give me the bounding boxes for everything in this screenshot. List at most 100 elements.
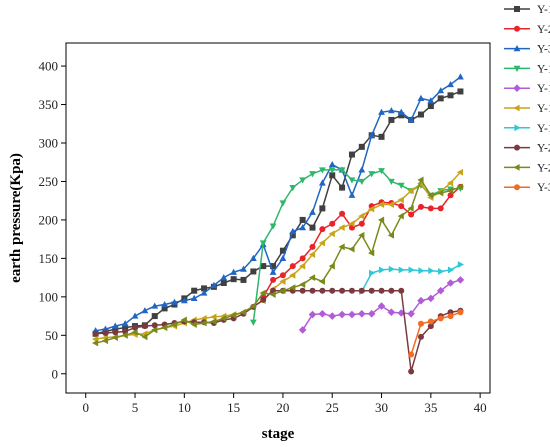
legend-marker-y14 bbox=[513, 84, 521, 92]
series-layer bbox=[91, 73, 465, 375]
data-point-y17 bbox=[457, 261, 465, 268]
data-point-y16 bbox=[358, 212, 365, 220]
data-point-y23 bbox=[446, 187, 454, 195]
data-point-y32 bbox=[408, 351, 415, 358]
data-point-y23 bbox=[299, 281, 306, 288]
legend-marker-y3 bbox=[513, 45, 521, 52]
data-point-y1 bbox=[151, 313, 158, 320]
data-point-y23 bbox=[151, 326, 158, 334]
data-point-y3 bbox=[397, 108, 405, 115]
legend-marker-y32 bbox=[514, 184, 520, 191]
data-point-y16 bbox=[210, 313, 217, 321]
data-point-y16 bbox=[338, 224, 345, 232]
legend-label-y20: Y-20 bbox=[537, 143, 550, 155]
data-point-y10 bbox=[279, 200, 287, 207]
data-point-y14 bbox=[407, 309, 415, 318]
data-point-y3 bbox=[151, 302, 159, 309]
data-point-y17 bbox=[369, 269, 376, 277]
data-point-y16 bbox=[289, 271, 296, 279]
data-point-y23 bbox=[427, 191, 434, 199]
data-point-y16 bbox=[299, 262, 306, 270]
legend-item-y23: Y-23 bbox=[504, 162, 550, 174]
legend-marker-y20 bbox=[514, 144, 520, 151]
data-point-y1 bbox=[388, 116, 395, 123]
data-point-y1 bbox=[289, 232, 296, 239]
data-point-y10 bbox=[249, 319, 257, 326]
data-point-y23 bbox=[368, 249, 375, 257]
x-tick-label: 40 bbox=[474, 400, 487, 415]
series-y2 bbox=[260, 183, 464, 300]
y-tick-label: 400 bbox=[39, 59, 59, 74]
data-point-y17 bbox=[438, 268, 445, 275]
x-tick-label: 30 bbox=[375, 400, 388, 415]
data-point-y23 bbox=[259, 289, 266, 297]
data-point-y23 bbox=[397, 212, 404, 220]
x-tick-label: 5 bbox=[132, 400, 139, 415]
data-point-y20 bbox=[102, 330, 109, 336]
data-point-y14 bbox=[427, 294, 435, 303]
data-point-y14 bbox=[318, 309, 327, 318]
y-tick-label: 350 bbox=[39, 97, 59, 112]
data-point-y3 bbox=[121, 320, 129, 327]
data-point-y2 bbox=[408, 211, 415, 218]
data-point-y23 bbox=[161, 324, 168, 332]
data-point-y3 bbox=[348, 191, 356, 198]
data-point-y10 bbox=[259, 240, 267, 247]
data-point-y3 bbox=[289, 227, 297, 235]
data-point-y14 bbox=[308, 310, 317, 319]
data-point-y20 bbox=[141, 323, 148, 330]
data-point-y3 bbox=[368, 131, 376, 138]
series-y3 bbox=[92, 73, 464, 334]
legend-item-y3: Y-3 bbox=[504, 44, 550, 56]
data-point-y1 bbox=[270, 263, 277, 270]
legend-label-y2: Y-2 bbox=[537, 24, 550, 36]
data-point-y2 bbox=[447, 192, 454, 199]
series-y16 bbox=[91, 168, 464, 343]
data-point-y2 bbox=[398, 203, 405, 210]
data-point-y16 bbox=[279, 278, 286, 285]
data-point-y3 bbox=[457, 73, 464, 80]
data-point-y1 bbox=[339, 184, 346, 191]
data-point-y3 bbox=[161, 300, 169, 308]
data-point-y23 bbox=[230, 311, 237, 319]
legend-item-y17: Y-17 bbox=[504, 123, 550, 135]
data-point-y20 bbox=[112, 329, 119, 336]
data-point-y32 bbox=[437, 315, 444, 322]
data-point-y3 bbox=[358, 166, 366, 173]
data-point-y3 bbox=[437, 87, 445, 94]
data-point-y2 bbox=[329, 220, 336, 227]
data-point-y23 bbox=[269, 291, 276, 298]
legend-label-y23: Y-23 bbox=[537, 162, 550, 174]
data-point-y10 bbox=[299, 177, 307, 184]
data-point-y2 bbox=[279, 272, 286, 279]
legend-marker-y17 bbox=[514, 124, 521, 132]
data-point-y14 bbox=[328, 312, 337, 320]
data-point-y3 bbox=[269, 268, 277, 275]
data-point-y14 bbox=[358, 309, 366, 318]
data-point-y10 bbox=[289, 185, 297, 192]
data-point-y23 bbox=[91, 339, 99, 347]
data-point-y10 bbox=[269, 223, 277, 230]
x-tick-label: 35 bbox=[424, 400, 437, 415]
data-point-y1 bbox=[299, 216, 306, 223]
y-tick-label: 200 bbox=[39, 212, 59, 227]
data-point-y23 bbox=[318, 278, 325, 285]
legend-label-y14: Y-14 bbox=[537, 83, 550, 95]
y-tick-label: 150 bbox=[39, 251, 59, 266]
data-point-y23 bbox=[141, 333, 148, 341]
data-point-y14 bbox=[417, 296, 425, 305]
data-point-y10 bbox=[338, 167, 346, 174]
data-point-y23 bbox=[456, 183, 464, 191]
data-point-y10 bbox=[348, 177, 356, 184]
data-point-y3 bbox=[190, 294, 198, 301]
data-point-y23 bbox=[190, 321, 197, 328]
data-point-y23 bbox=[417, 176, 424, 184]
data-point-y1 bbox=[358, 143, 365, 150]
y-tick-label: 250 bbox=[39, 174, 59, 189]
data-point-y1 bbox=[457, 88, 464, 95]
data-point-y23 bbox=[387, 231, 394, 239]
data-point-y14 bbox=[367, 309, 376, 318]
data-point-y1 bbox=[447, 92, 454, 99]
legend-marker-y10 bbox=[513, 65, 521, 72]
data-point-y23 bbox=[249, 302, 256, 310]
